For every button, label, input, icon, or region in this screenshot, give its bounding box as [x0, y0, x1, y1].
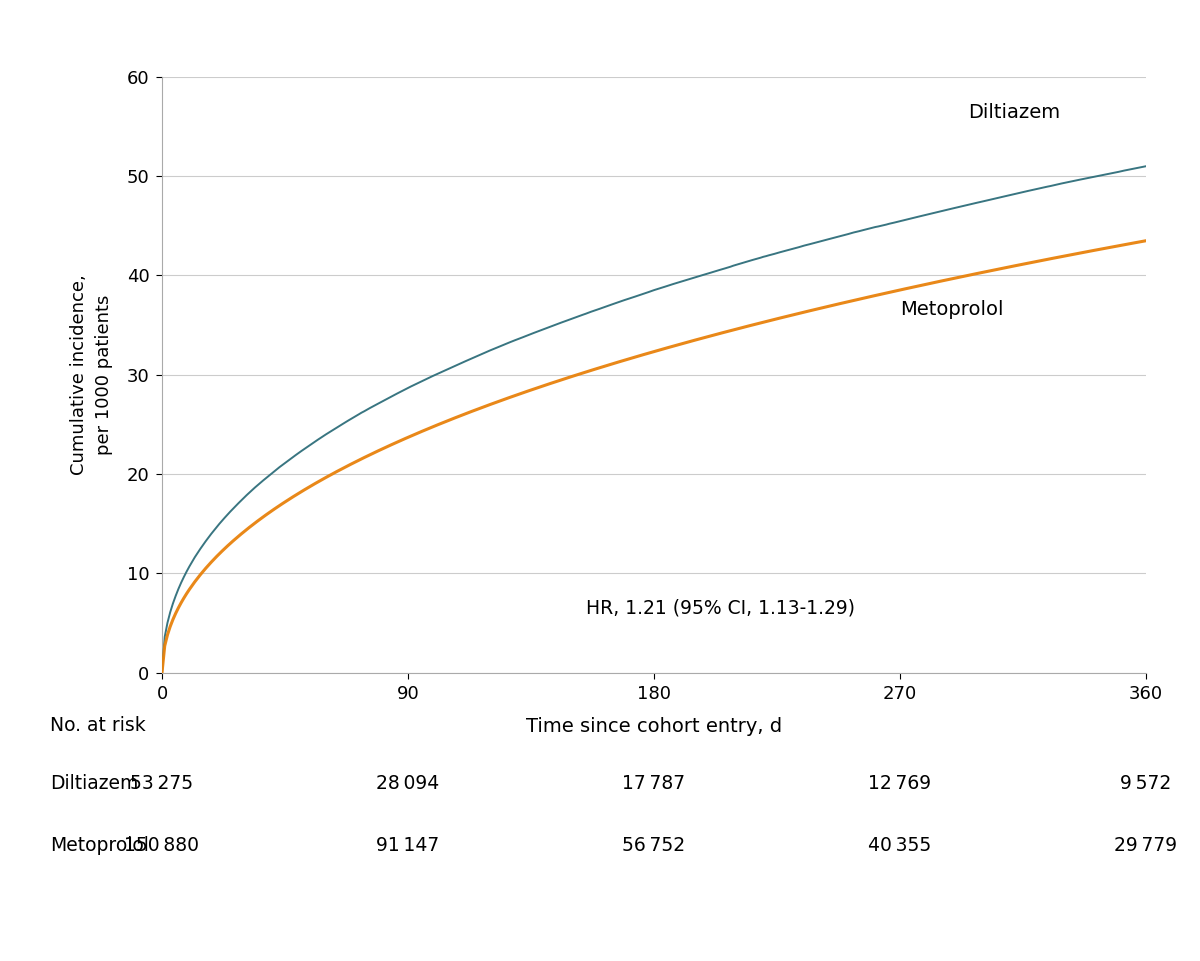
Text: Diltiazem: Diltiazem	[968, 103, 1061, 122]
Text: 28 094: 28 094	[377, 774, 439, 793]
Text: 29 779: 29 779	[1115, 836, 1177, 855]
Text: 40 355: 40 355	[869, 836, 931, 855]
Text: 56 752: 56 752	[623, 836, 685, 855]
Text: Diltiazem: Diltiazem	[50, 774, 139, 793]
Text: HR, 1.21 (95% CI, 1.13-1.29): HR, 1.21 (95% CI, 1.13-1.29)	[586, 599, 854, 618]
Y-axis label: Cumulative incidence,
per 1000 patients: Cumulative incidence, per 1000 patients	[70, 275, 113, 475]
X-axis label: Time since cohort entry, d: Time since cohort entry, d	[526, 717, 782, 736]
Text: 17 787: 17 787	[623, 774, 685, 793]
Text: No. at risk: No. at risk	[50, 716, 146, 735]
Text: 9 572: 9 572	[1121, 774, 1171, 793]
Text: 53 275: 53 275	[131, 774, 193, 793]
Text: 150 880: 150 880	[125, 836, 199, 855]
Text: 12 769: 12 769	[869, 774, 931, 793]
Text: Metoprolol: Metoprolol	[900, 300, 1003, 319]
Text: 91 147: 91 147	[377, 836, 439, 855]
Text: Metoprolol: Metoprolol	[50, 836, 149, 855]
